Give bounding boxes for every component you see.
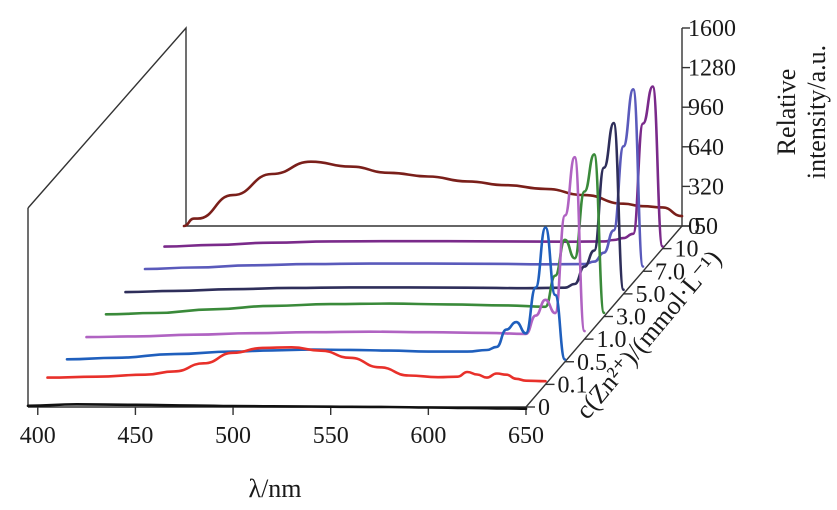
y-tick-label: 960 [688, 95, 724, 121]
x-tick-label: 550 [313, 423, 349, 449]
z-tick-label: 1.0 [597, 327, 627, 353]
x-axis-label: λ/nm [248, 474, 301, 503]
z-tick-label: 50 [694, 214, 718, 240]
series-line-10 [163, 85, 664, 248]
series-line-3-0 [104, 153, 606, 316]
y-tick-label: 320 [688, 174, 724, 200]
right-axis [186, 28, 683, 227]
z-tick-label: 3.0 [616, 305, 646, 331]
series-line-0-5 [65, 226, 567, 361]
series-line-0 [26, 403, 528, 410]
y-axis-label-line1: Relative [772, 69, 801, 156]
series-group [26, 85, 684, 410]
z-tick-label: 0 [538, 395, 550, 421]
series-line-1-0 [85, 155, 586, 339]
x-tick-label: 400 [20, 423, 56, 449]
z-tick-label: 7.0 [655, 259, 685, 285]
z-tick-label: 0.5 [577, 350, 607, 376]
y-tick-label: 1600 [688, 16, 736, 42]
x-tick-label: 450 [117, 423, 153, 449]
x-tick-label: 500 [215, 423, 251, 449]
y-tick-label: 640 [688, 135, 724, 161]
y-axis-label-line2: intensity/a.u. [802, 45, 831, 179]
back-panel [27, 26, 187, 226]
x-tick-label: 650 [508, 423, 544, 449]
z-tick-label: 10 [675, 237, 699, 263]
tick-labels-group: 400 450 500 550 600 65003206409601280160000.1… [20, 16, 736, 449]
series-line-7-0 [143, 88, 645, 271]
series-line-0-1 [46, 346, 547, 383]
x-tick-label: 600 [410, 423, 446, 449]
y-tick-label: 0 [688, 214, 700, 240]
z-tick-label: 5.0 [636, 282, 666, 308]
series-line-5-0 [124, 121, 625, 294]
z-tick-label: 0.1 [558, 372, 588, 398]
ticks-group [37, 27, 691, 415]
series-line-50 [182, 160, 684, 228]
y-tick-label: 1280 [688, 56, 736, 82]
